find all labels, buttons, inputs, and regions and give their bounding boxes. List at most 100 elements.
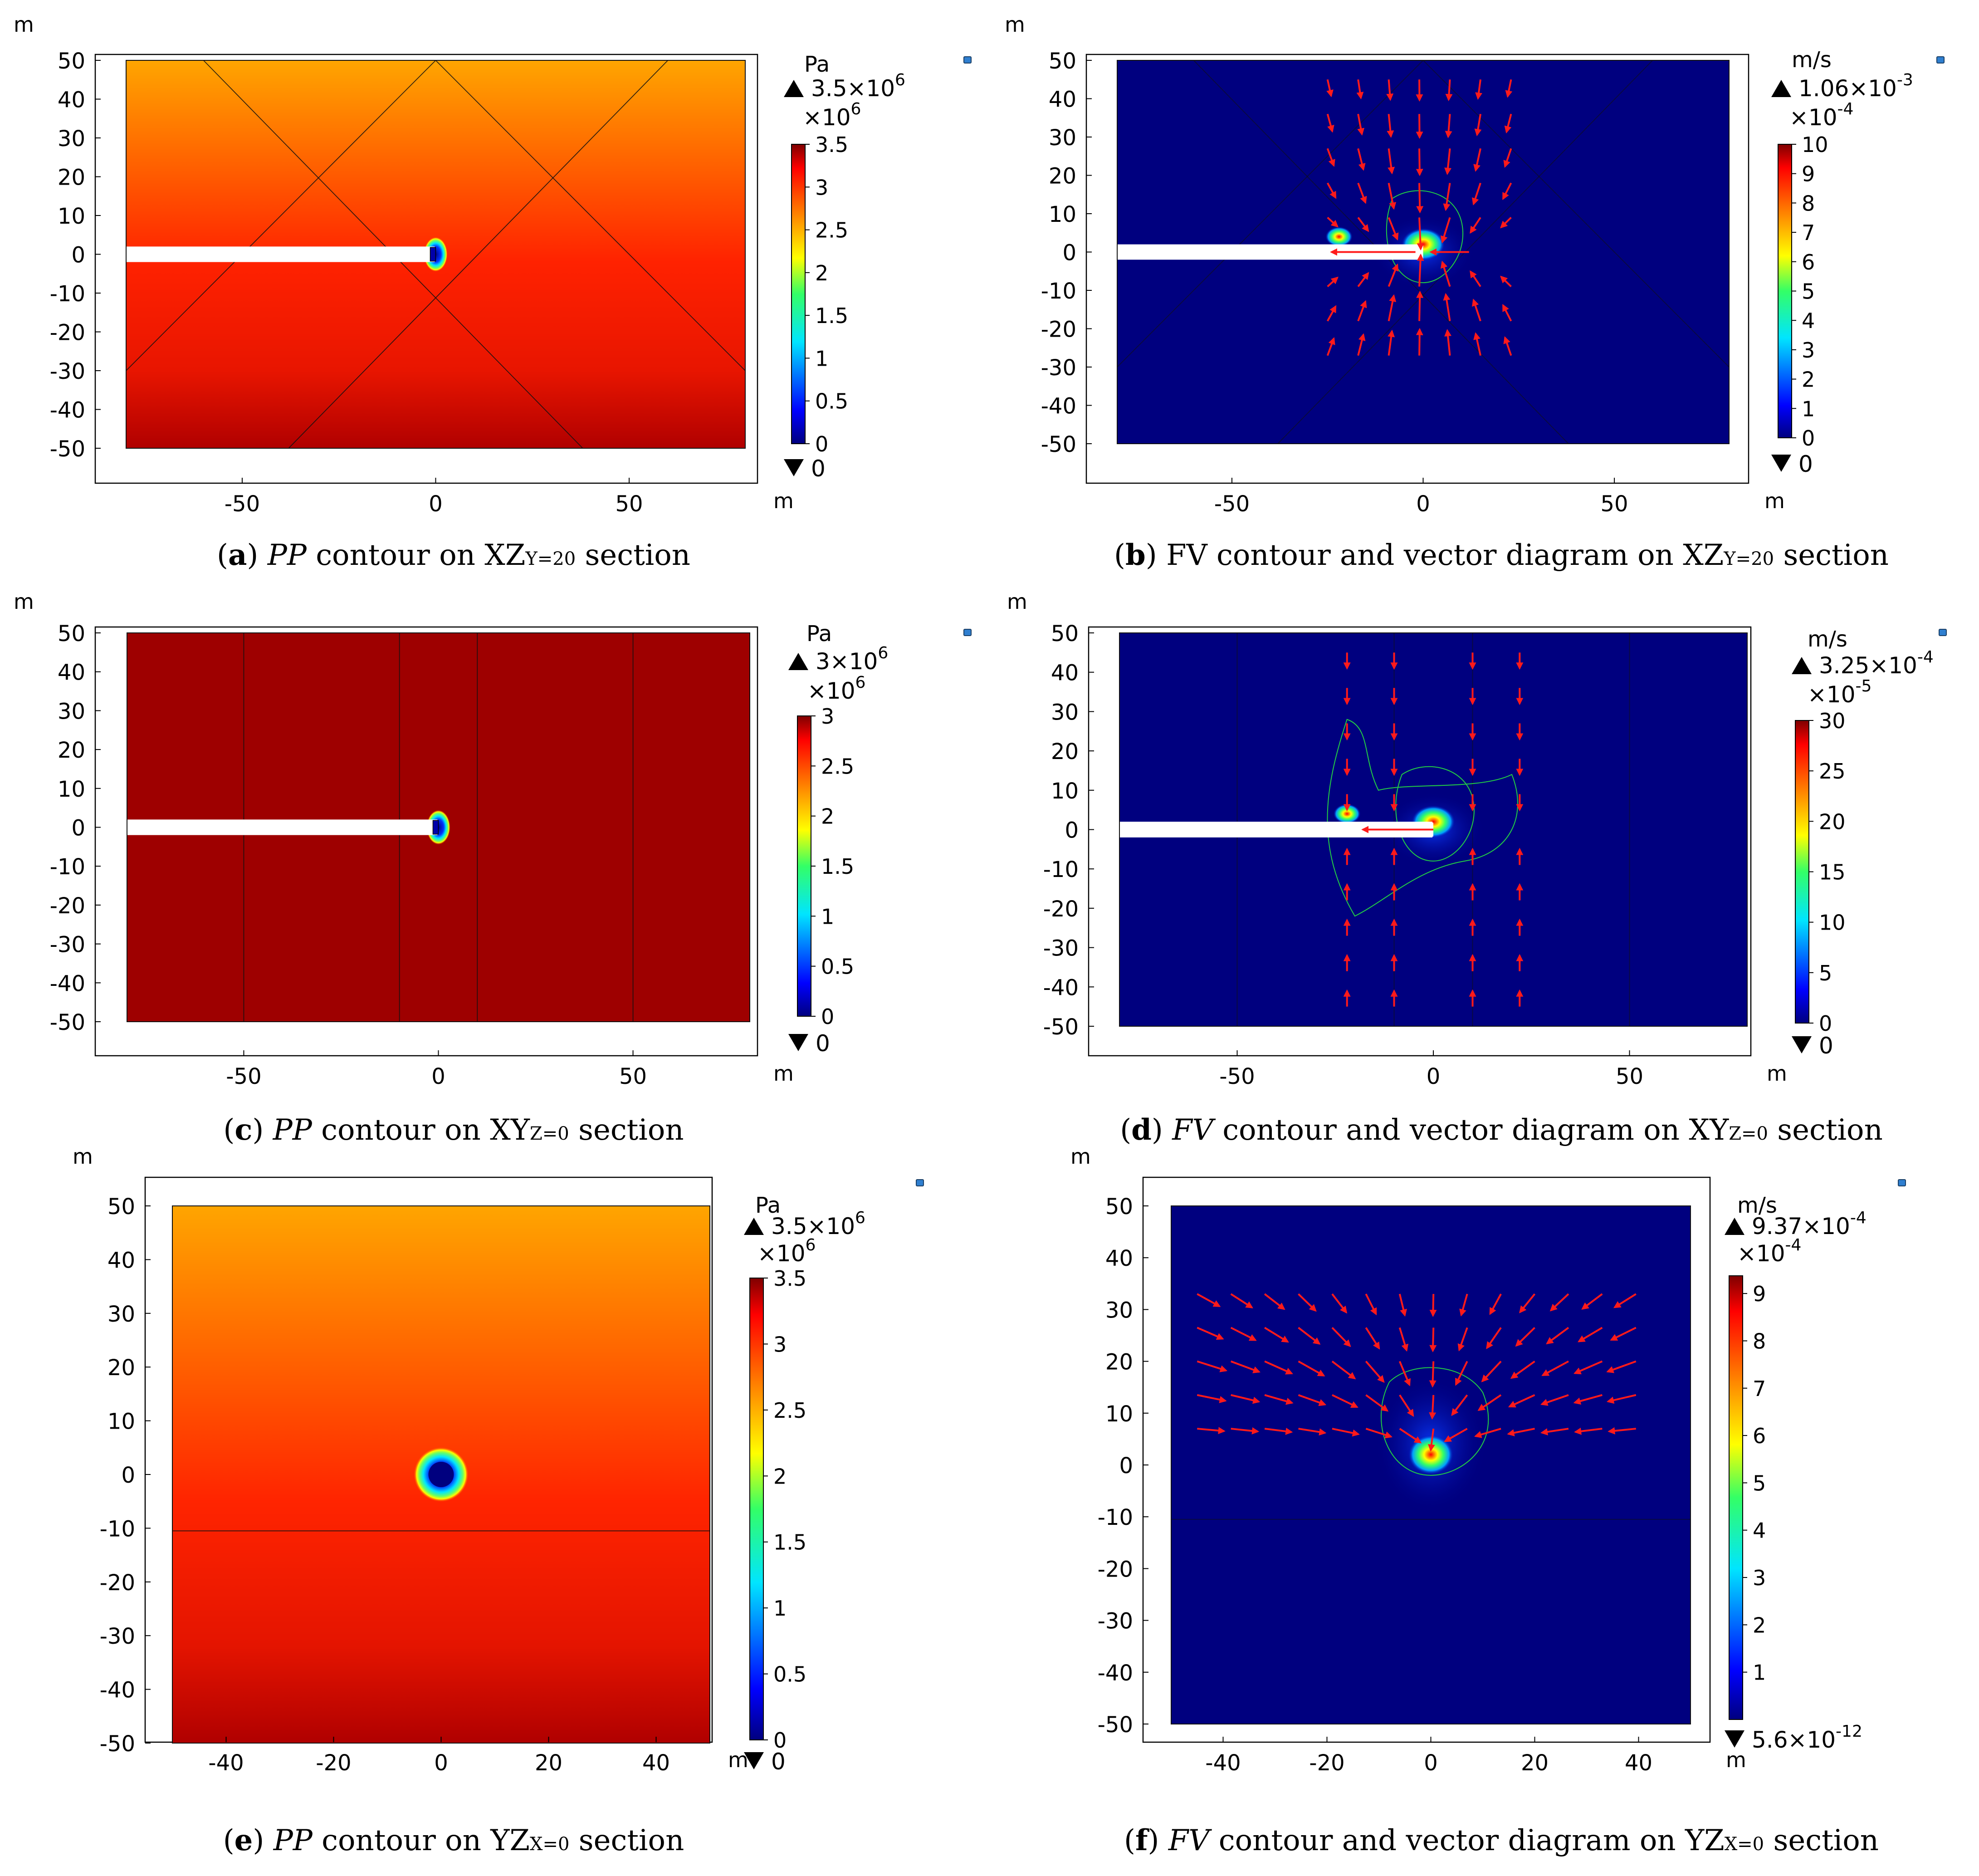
y-tick-label: -20 (50, 893, 85, 919)
colorbar-max-label: 3.5×106 (811, 71, 905, 102)
x-tick-label: -20 (1309, 1750, 1344, 1776)
y-tick-label: -30 (1098, 1609, 1133, 1634)
colorbar-tick-label: 3 (773, 1332, 787, 1357)
contour-line (1380, 1367, 1489, 1476)
vector-arrow (1444, 148, 1452, 175)
vector-arrow (1230, 1360, 1261, 1373)
colorbar-gradient (1729, 1275, 1743, 1720)
vector-arrow (1386, 79, 1394, 101)
x-tick-label: -50 (225, 491, 260, 517)
plot-border (1171, 1205, 1691, 1724)
x-axis: -50 0 50 (226, 1050, 647, 1089)
vector-arrow (1357, 182, 1367, 204)
vector-arrow (1365, 1394, 1389, 1412)
vector-arrow (1440, 217, 1451, 244)
y-tick-label: 0 (121, 1463, 135, 1488)
view-cube-icon[interactable] (963, 56, 972, 64)
x-tick-label: -40 (208, 1750, 244, 1776)
x-unit-label: m (1767, 1061, 1787, 1086)
x-axis: -50 0 50 (1219, 1050, 1643, 1089)
max-marker-icon (744, 1218, 764, 1235)
view-cube-icon[interactable] (1898, 1179, 1906, 1186)
y-tick-label: -30 (100, 1624, 135, 1649)
vector-arrow (1445, 114, 1452, 138)
colorbar-unit: m/s (1792, 47, 1832, 73)
vector-arrow (1445, 79, 1453, 102)
colorbar-tick-label: 2.5 (815, 218, 848, 243)
y-tick-label: 10 (58, 777, 85, 802)
vector-arrow (1477, 1394, 1502, 1411)
y-tick-label: -10 (50, 281, 85, 307)
vector-arrow (1546, 1327, 1569, 1345)
colorbar-max-label: 9.37×10-4 (1752, 1209, 1867, 1239)
y-tick-label: -20 (1098, 1557, 1133, 1582)
vector-arrow (1197, 1394, 1227, 1403)
colorbar-multiplier: ×106 (803, 100, 861, 131)
view-cube-icon[interactable] (1936, 56, 1945, 64)
x-axis: -50 0 50 (1214, 478, 1628, 517)
vector-arrow (1613, 1293, 1637, 1308)
panel-caption: (e) PP contour on YZX=0 section (223, 1823, 684, 1857)
colorbar-tick-label: 20 (1819, 809, 1846, 834)
view-cube-icon[interactable] (963, 629, 972, 636)
x-tick-label: -20 (316, 1750, 351, 1776)
x-tick-label: 0 (431, 1064, 445, 1089)
y-tick-label: 50 (108, 1194, 135, 1220)
colorbar-tick-label: 1 (773, 1596, 787, 1621)
vector-arrow (1197, 1360, 1228, 1372)
y-tick-label: 20 (1105, 1350, 1133, 1375)
colorbar-tick-label: 25 (1819, 759, 1846, 784)
y-tick-label: 0 (1065, 818, 1079, 843)
colorbar-min-label: 5.6×10-12 (1752, 1722, 1862, 1753)
colorbar-tick-label: 3.5 (815, 132, 848, 157)
y-tick-label: -50 (50, 1010, 85, 1035)
x-tick-label: -40 (1205, 1750, 1241, 1776)
y-tick-label: 20 (1051, 739, 1079, 764)
colorbar-tick-label: 3 (1802, 338, 1815, 362)
mesh-line (126, 60, 436, 371)
vector-arrow (1197, 1293, 1221, 1307)
vector-arrow (1417, 253, 1424, 287)
vector-arrow (1365, 1293, 1377, 1316)
vector-arrow (1388, 183, 1397, 210)
y-tick-label: -20 (1043, 896, 1079, 922)
y-tick-label: -30 (1043, 936, 1079, 961)
vector-arrow (1264, 1360, 1293, 1375)
y-tick-label: 40 (1105, 1246, 1133, 1271)
vector-arrow (1444, 329, 1452, 356)
vector-arrow (1365, 1428, 1393, 1439)
vector-arrow (1474, 1428, 1501, 1438)
vector-arrow (1481, 1361, 1502, 1382)
vector-arrow (1298, 1327, 1321, 1345)
panel-caption: (f) FV contour and vector diagram on YZX… (1124, 1823, 1879, 1857)
vector-arrow (1549, 1293, 1569, 1312)
tunnel-section (428, 1462, 454, 1487)
vector-arrow (1515, 1327, 1535, 1347)
min-marker-icon (1725, 1730, 1744, 1748)
x-unit-label: m (1726, 1748, 1746, 1772)
view-cube-icon[interactable] (1939, 629, 1947, 636)
y-tick-label: 50 (58, 621, 85, 647)
colorbar-max-label: 1.06×10-3 (1798, 71, 1913, 102)
y-tick-label: 40 (1049, 87, 1076, 113)
colorbar-tick-label: 3 (815, 175, 828, 200)
axes-frame (94, 54, 758, 484)
vector-arrow (1608, 1427, 1636, 1435)
vector-arrow (1264, 1327, 1289, 1343)
panel-caption: (c) PP contour on XYZ=0 section (223, 1113, 684, 1147)
view-cube-icon[interactable] (916, 1179, 924, 1186)
colorbar-tick-label: 1 (821, 904, 834, 929)
vector-arrow (1298, 1394, 1327, 1406)
y-tick-label: -40 (1041, 394, 1076, 419)
vector-arrow (1326, 113, 1334, 133)
x-unit-label: m (773, 489, 794, 513)
y-unit-label: m (1005, 12, 1025, 37)
max-marker-icon (788, 653, 808, 670)
y-tick-label: -10 (1043, 857, 1079, 882)
colorbar-tick-label: 2 (821, 804, 834, 829)
y-tick-label: 10 (1051, 779, 1079, 804)
y-tick-label: -10 (100, 1516, 135, 1542)
vector-arrow (1230, 1327, 1257, 1341)
